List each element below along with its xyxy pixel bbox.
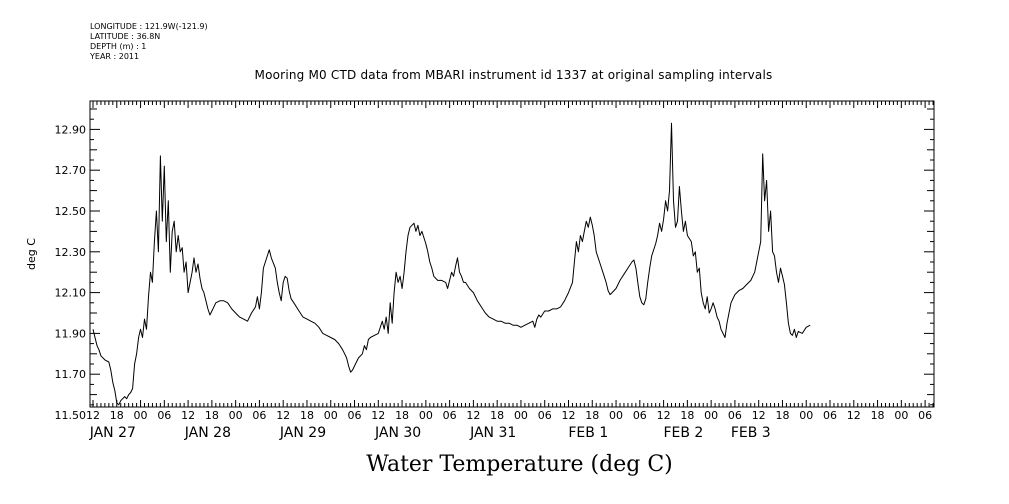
y-tick-label: 11.70 bbox=[55, 368, 87, 381]
x-date-label: FEB 3 bbox=[731, 425, 771, 441]
x-hour-label: 12 bbox=[181, 409, 195, 422]
y-tick-label: 12.50 bbox=[55, 205, 87, 218]
x-hour-label: 06 bbox=[157, 409, 171, 422]
x-hour-label: 00 bbox=[514, 409, 528, 422]
x-hour-label: 06 bbox=[823, 409, 837, 422]
x-hour-label: 12 bbox=[561, 409, 575, 422]
x-date-label: JAN 30 bbox=[374, 425, 421, 441]
x-date-label: JAN 29 bbox=[279, 425, 326, 441]
figure-caption: Water Temperature (deg C) bbox=[366, 452, 673, 477]
x-hour-label: 00 bbox=[229, 409, 243, 422]
x-hour-label: 00 bbox=[609, 409, 623, 422]
temperature-series-line bbox=[92, 122, 811, 406]
chart-title: Mooring M0 CTD data from MBARI instrumen… bbox=[254, 68, 773, 82]
x-date-label: JAN 28 bbox=[184, 425, 231, 441]
y-tick-label: 11.50 bbox=[55, 409, 87, 422]
x-hour-label: 00 bbox=[894, 409, 908, 422]
x-hour-label: 06 bbox=[633, 409, 647, 422]
longitude-label: LONGITUDE : 121.9W(-121.9) bbox=[90, 22, 208, 31]
x-hour-label: 18 bbox=[871, 409, 885, 422]
year-label: YEAR : 2011 bbox=[90, 52, 140, 61]
x-hour-label: 06 bbox=[728, 409, 742, 422]
x-date-label: FEB 1 bbox=[568, 425, 608, 441]
station-metadata: LONGITUDE : 121.9W(-121.9) LATITUDE : 36… bbox=[90, 22, 208, 62]
y-tick-label: 12.70 bbox=[55, 164, 87, 177]
y-tick-label: 12.10 bbox=[55, 287, 87, 300]
x-hour-label: 18 bbox=[205, 409, 219, 422]
x-hour-label: 00 bbox=[134, 409, 148, 422]
x-hour-label: 12 bbox=[752, 409, 766, 422]
x-hour-label: 12 bbox=[657, 409, 671, 422]
x-hour-label: 12 bbox=[466, 409, 480, 422]
x-hour-label: 00 bbox=[704, 409, 718, 422]
x-hour-label: 00 bbox=[799, 409, 813, 422]
x-hour-label: 06 bbox=[348, 409, 362, 422]
x-hour-label: 18 bbox=[395, 409, 409, 422]
depth-label: DEPTH (m) : 1 bbox=[90, 42, 147, 51]
x-hour-label: 18 bbox=[775, 409, 789, 422]
x-hour-label: 18 bbox=[585, 409, 599, 422]
y-tick-label: 12.30 bbox=[55, 246, 87, 259]
y-tick-label: 12.90 bbox=[55, 123, 87, 136]
latitude-label: LATITUDE : 36.8N bbox=[90, 32, 161, 41]
x-hour-label: 06 bbox=[538, 409, 552, 422]
x-date-label: FEB 2 bbox=[663, 425, 703, 441]
x-hour-label: 12 bbox=[276, 409, 290, 422]
x-hour-label: 18 bbox=[110, 409, 124, 422]
x-date-label: JAN 31 bbox=[469, 425, 516, 441]
x-hour-label: 00 bbox=[419, 409, 433, 422]
x-hour-label: 00 bbox=[324, 409, 338, 422]
x-hour-label: 18 bbox=[300, 409, 314, 422]
y-axis-label: deg C bbox=[25, 238, 38, 270]
x-date-label: JAN 27 bbox=[89, 425, 136, 441]
x-hour-label: 06 bbox=[443, 409, 457, 422]
x-hour-label: 18 bbox=[680, 409, 694, 422]
x-hour-label: 06 bbox=[252, 409, 266, 422]
plot-frame bbox=[89, 100, 935, 408]
x-hour-label: 12 bbox=[86, 409, 100, 422]
x-hour-label: 06 bbox=[918, 409, 932, 422]
y-tick-label: 11.90 bbox=[55, 327, 87, 340]
x-hour-label: 18 bbox=[490, 409, 504, 422]
x-hour-label: 12 bbox=[847, 409, 861, 422]
x-hour-label: 12 bbox=[371, 409, 385, 422]
